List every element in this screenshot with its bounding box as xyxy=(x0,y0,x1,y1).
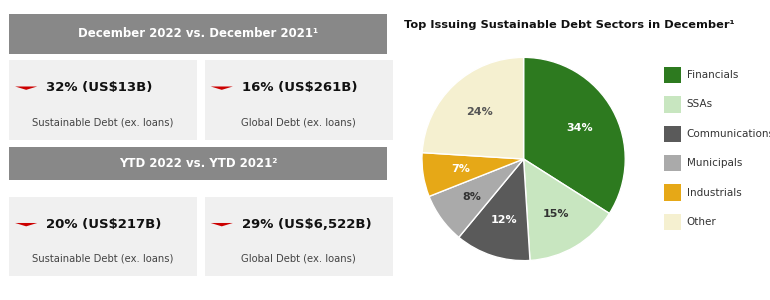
Text: Other: Other xyxy=(687,217,717,227)
Text: 12%: 12% xyxy=(490,215,517,225)
Wedge shape xyxy=(459,159,530,261)
Text: 20% (US$217B): 20% (US$217B) xyxy=(46,218,162,231)
Wedge shape xyxy=(524,57,625,214)
Wedge shape xyxy=(524,159,609,260)
Text: Global Debt (ex. loans): Global Debt (ex. loans) xyxy=(241,117,357,127)
Wedge shape xyxy=(422,153,524,196)
Text: Sustainable Debt (ex. loans): Sustainable Debt (ex. loans) xyxy=(32,117,174,127)
Text: Municipals: Municipals xyxy=(687,158,742,168)
Text: Sustainable Debt (ex. loans): Sustainable Debt (ex. loans) xyxy=(32,254,174,263)
Text: 15%: 15% xyxy=(543,209,570,219)
Text: 16% (US$261B): 16% (US$261B) xyxy=(242,81,357,94)
Text: Financials: Financials xyxy=(687,70,738,80)
Text: YTD 2022 vs. YTD 2021²: YTD 2022 vs. YTD 2021² xyxy=(119,157,277,170)
Text: Communications: Communications xyxy=(687,129,770,139)
Text: 7%: 7% xyxy=(451,164,470,174)
Text: 24%: 24% xyxy=(467,107,493,117)
Text: 29% (US$6,522B): 29% (US$6,522B) xyxy=(242,218,371,231)
Wedge shape xyxy=(422,57,524,159)
Text: 8%: 8% xyxy=(462,192,481,202)
Text: December 2022 vs. December 2021¹: December 2022 vs. December 2021¹ xyxy=(78,27,318,40)
Text: Global Debt (ex. loans): Global Debt (ex. loans) xyxy=(241,254,357,263)
Text: Top Issuing Sustainable Debt Sectors in December¹: Top Issuing Sustainable Debt Sectors in … xyxy=(404,20,735,31)
Text: 34%: 34% xyxy=(567,123,593,133)
Text: 32% (US$13B): 32% (US$13B) xyxy=(46,81,152,94)
Text: SSAs: SSAs xyxy=(687,99,713,110)
Wedge shape xyxy=(429,159,524,237)
Text: Industrials: Industrials xyxy=(687,188,742,198)
